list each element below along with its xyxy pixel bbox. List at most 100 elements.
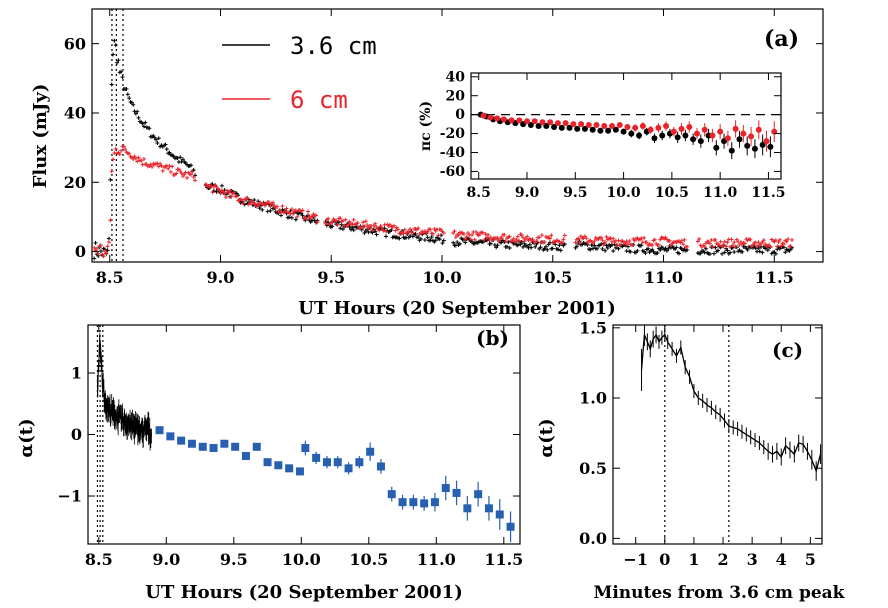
alpha-binned-point bbox=[295, 467, 304, 476]
flux-point-6cm bbox=[515, 234, 520, 239]
alpha-binned-point bbox=[387, 490, 396, 499]
flux-point-6cm bbox=[650, 243, 655, 248]
flux-point-6cm bbox=[374, 225, 379, 230]
inset-point-3-6cm bbox=[558, 124, 565, 131]
flux-point-3-6cm bbox=[611, 248, 616, 253]
flux-point-3-6cm bbox=[604, 243, 609, 248]
flux-point-3-6cm bbox=[189, 163, 194, 168]
flux-point-6cm bbox=[522, 239, 527, 244]
flux-point-6cm bbox=[682, 237, 687, 242]
flux-point-6cm bbox=[658, 237, 663, 242]
alpha-binned-point bbox=[285, 464, 294, 473]
flux-point-3-6cm bbox=[745, 247, 750, 252]
alpha-binned-point bbox=[463, 504, 472, 513]
flux-point-3-6cm bbox=[129, 100, 134, 105]
inset-point-6cm bbox=[601, 123, 608, 129]
flux-point-6cm bbox=[280, 204, 285, 209]
inset-point-6cm bbox=[639, 123, 646, 129]
alpha-binned-point bbox=[220, 439, 229, 448]
flux-point-6cm bbox=[499, 235, 504, 240]
flux-point-6cm bbox=[234, 194, 239, 199]
panel-a-xtick-label: 8.5 bbox=[96, 268, 124, 287]
flux-point-6cm bbox=[347, 219, 352, 224]
flux-point-3-6cm bbox=[373, 229, 378, 234]
alpha-binned-point bbox=[177, 436, 186, 445]
flux-point-6cm bbox=[98, 243, 103, 248]
flux-point-3-6cm bbox=[740, 249, 745, 254]
inset-point-3-6cm bbox=[597, 127, 604, 134]
panel-c-label: (c) bbox=[772, 338, 803, 362]
flux-point-3-6cm bbox=[722, 250, 727, 255]
flux-point-6cm bbox=[370, 228, 375, 233]
panel-a-ytick-label: 20 bbox=[64, 173, 86, 192]
flux-point-3-6cm bbox=[330, 224, 335, 229]
flux-point-6cm bbox=[681, 242, 686, 247]
flux-point-3-6cm bbox=[562, 242, 567, 247]
flux-point-6cm bbox=[668, 243, 673, 248]
inset-xtick-label: 11.5 bbox=[751, 185, 785, 201]
flux-point-3-6cm bbox=[677, 251, 682, 256]
flux-point-3-6cm bbox=[310, 218, 315, 223]
flux-point-6cm bbox=[406, 229, 411, 234]
flux-point-6cm bbox=[323, 221, 328, 226]
inset-point-6cm bbox=[480, 112, 487, 119]
flux-point-6cm bbox=[148, 162, 153, 167]
flux-point-6cm bbox=[179, 171, 184, 176]
flux-point-3-6cm bbox=[163, 142, 168, 147]
flux-point-3-6cm bbox=[175, 155, 180, 160]
flux-point-3-6cm bbox=[413, 231, 418, 236]
flux-point-6cm bbox=[168, 169, 173, 174]
flux-point-6cm bbox=[266, 200, 271, 205]
flux-point-6cm bbox=[193, 178, 198, 183]
flux-point-3-6cm bbox=[140, 121, 145, 126]
flux-point-6cm bbox=[365, 223, 370, 228]
flux-point-6cm bbox=[254, 204, 259, 209]
flux-point-6cm bbox=[96, 251, 101, 256]
flux-point-6cm bbox=[584, 236, 589, 241]
flux-point-3-6cm bbox=[289, 215, 294, 220]
inset-point-6cm bbox=[539, 119, 546, 126]
flux-point-3-6cm bbox=[382, 226, 387, 231]
flux-point-6cm bbox=[228, 188, 233, 193]
flux-point-3-6cm bbox=[112, 38, 117, 43]
inset-point-6cm bbox=[616, 122, 623, 129]
flux-point-3-6cm bbox=[178, 155, 183, 160]
inset-ytick-label: -40 bbox=[440, 145, 466, 161]
flux-point-6cm bbox=[721, 242, 726, 247]
flux-point-6cm bbox=[617, 243, 622, 248]
flux-point-6cm bbox=[789, 237, 794, 242]
flux-point-6cm bbox=[190, 169, 195, 174]
flux-point-3-6cm bbox=[98, 249, 103, 254]
flux-point-3-6cm bbox=[605, 246, 610, 251]
inset-point-3-6cm bbox=[628, 130, 635, 137]
inset-ytick-label: -20 bbox=[440, 126, 466, 142]
flux-point-3-6cm bbox=[558, 248, 563, 253]
inset-point-6cm bbox=[755, 126, 762, 133]
flux-point-3-6cm bbox=[109, 82, 114, 87]
panel-a-label: (a) bbox=[764, 26, 799, 52]
alpha-binned-point bbox=[155, 426, 164, 435]
flux-point-6cm bbox=[283, 209, 288, 214]
flux-point-6cm bbox=[507, 234, 512, 239]
flux-point-6cm bbox=[599, 235, 604, 240]
inset-point-3-6cm bbox=[674, 134, 681, 141]
alpha-binned-point bbox=[333, 458, 342, 467]
flux-point-6cm bbox=[123, 147, 128, 152]
inset-point-3-6cm bbox=[589, 126, 596, 133]
flux-point-6cm bbox=[748, 237, 753, 242]
inset-point-6cm bbox=[670, 128, 677, 135]
flux-point-6cm bbox=[334, 218, 339, 223]
inset-point-3-6cm bbox=[713, 144, 720, 151]
panel-a-frame bbox=[91, 8, 824, 263]
flux-point-6cm bbox=[562, 233, 567, 238]
flux-point-6cm bbox=[725, 240, 730, 245]
flux-point-6cm bbox=[113, 146, 118, 151]
inset-point-6cm bbox=[763, 138, 770, 145]
flux-point-3-6cm bbox=[441, 238, 446, 243]
flux-point-6cm bbox=[203, 182, 208, 187]
flux-point-6cm bbox=[561, 237, 566, 242]
flux-point-3-6cm bbox=[595, 246, 600, 251]
flux-point-6cm bbox=[761, 238, 766, 243]
inset-point-6cm bbox=[663, 123, 670, 129]
flux-point-6cm bbox=[476, 233, 481, 238]
